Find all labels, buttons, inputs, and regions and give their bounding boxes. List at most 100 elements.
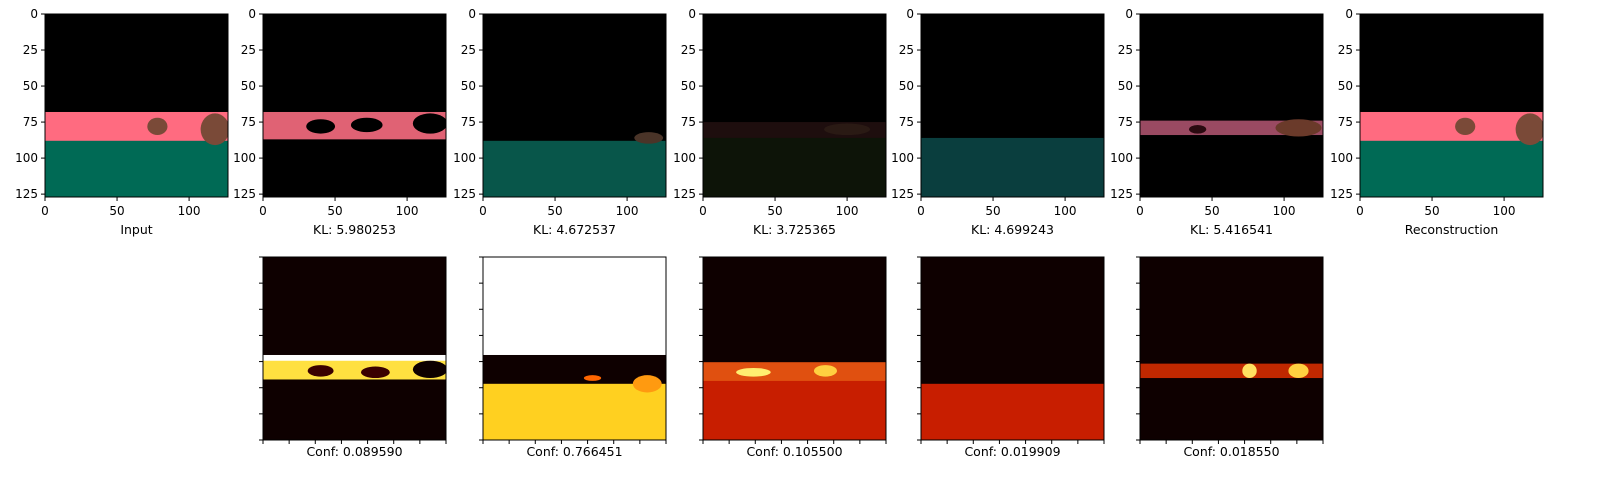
top-panel-0: 0 50 100 0 25 50 75 100 125 Input [15, 7, 229, 237]
top-image-5 [1140, 14, 1323, 197]
axes-frame [920, 13, 1105, 198]
top-caption: KL: 4.699243 [971, 222, 1054, 237]
image-band-0 [45, 14, 228, 113]
y-tick-label: 50 [681, 79, 696, 93]
image-band-0 [483, 14, 666, 142]
axes-frame [702, 13, 887, 198]
top-caption: Input [120, 222, 152, 237]
y-tick-label: 25 [1338, 43, 1353, 57]
axes-frame [262, 13, 447, 198]
image-band-0 [1360, 14, 1543, 113]
axes-frame [262, 256, 447, 441]
image-band-1 [483, 140, 666, 197]
x-tick-label: 100 [836, 204, 859, 218]
image-blob-0 [824, 123, 871, 136]
x-tick-label: 50 [767, 204, 782, 218]
image-blob-0 [1242, 363, 1257, 379]
image-band-0 [703, 14, 886, 123]
image-blob-1 [360, 366, 390, 379]
axes-frame [1139, 256, 1324, 441]
y-tick-label: 100 [673, 151, 696, 165]
bottom-caption: Conf: 0.089590 [306, 444, 402, 459]
x-tick-label: 0 [917, 204, 925, 218]
bottom-image-4 [1140, 257, 1323, 440]
image-band-0 [1140, 257, 1323, 365]
image-band-0 [483, 257, 666, 356]
y-tick-label: 50 [899, 79, 914, 93]
y-tick-label: 25 [241, 43, 256, 57]
x-tick-label: 0 [699, 204, 707, 218]
axes-frame [920, 256, 1105, 441]
y-tick-label: 0 [1345, 7, 1353, 21]
y-tick-label: 100 [891, 151, 914, 165]
y-tick-label: 25 [23, 43, 38, 57]
bottom-panel-1: Conf: 0.766451 [479, 256, 667, 459]
top-caption: Reconstruction [1405, 222, 1499, 237]
image-band-1 [921, 383, 1104, 440]
axes-frame [44, 13, 229, 198]
image-blob-1 [200, 113, 228, 146]
image-band-0 [921, 14, 1104, 139]
y-tick-label: 125 [15, 187, 38, 201]
image-band-1 [703, 362, 886, 382]
y-tick-label: 125 [1110, 187, 1133, 201]
image-blob-0 [307, 365, 334, 377]
top-image-0 [45, 14, 228, 197]
y-tick-label: 75 [241, 115, 256, 129]
bottom-image-3 [921, 257, 1104, 440]
y-tick-label: 125 [673, 187, 696, 201]
bottom-panel-2: Conf: 0.105500 [699, 256, 887, 459]
x-tick-label: 50 [109, 204, 124, 218]
axes-frame [482, 13, 667, 198]
image-blob-2 [412, 113, 446, 134]
bottom-caption: Conf: 0.105500 [746, 444, 842, 459]
x-tick-label: 0 [259, 204, 267, 218]
image-blob-0 [1275, 119, 1322, 137]
x-tick-label: 50 [547, 204, 562, 218]
image-band-0 [263, 257, 446, 356]
axes-frame [1139, 13, 1324, 198]
image-blob-0 [147, 117, 168, 136]
image-band-1 [921, 137, 1104, 197]
image-blob-1 [583, 375, 602, 381]
x-tick-label: 100 [1493, 204, 1516, 218]
top-image-1 [263, 14, 446, 197]
y-tick-label: 25 [1118, 43, 1133, 57]
image-blob-0 [736, 367, 771, 377]
y-tick-label: 0 [30, 7, 38, 21]
image-blob-0 [1455, 117, 1476, 136]
image-band-2 [45, 140, 228, 197]
image-blob-0 [306, 119, 336, 134]
y-tick-label: 125 [1330, 187, 1353, 201]
image-band-2 [703, 137, 886, 197]
axes-frame [482, 256, 667, 441]
x-tick-label: 50 [985, 204, 1000, 218]
image-band-0 [1140, 14, 1323, 122]
image-blob-0 [634, 132, 664, 144]
bottom-caption: Conf: 0.766451 [526, 444, 622, 459]
image-band-2 [263, 360, 446, 380]
top-caption: KL: 4.672537 [533, 222, 616, 237]
y-tick-label: 50 [241, 79, 256, 93]
top-caption: KL: 5.980253 [313, 222, 396, 237]
y-tick-label: 75 [1118, 115, 1133, 129]
top-panel-3: 0 50 100 0 25 50 75 100 125 KL: 3.725365 [673, 7, 887, 237]
image-blob-1 [813, 365, 838, 377]
image-band-0 [263, 14, 446, 113]
y-tick-label: 75 [461, 115, 476, 129]
bottom-caption: Conf: 0.019909 [964, 444, 1060, 459]
image-band-2 [1360, 140, 1543, 197]
image-band-2 [263, 139, 446, 197]
y-tick-label: 0 [248, 7, 256, 21]
y-tick-label: 125 [233, 187, 256, 201]
top-image-4 [921, 14, 1104, 197]
y-tick-label: 50 [1338, 79, 1353, 93]
x-tick-label: 100 [1273, 204, 1296, 218]
x-tick-label: 0 [1356, 204, 1364, 218]
image-band-2 [703, 380, 886, 440]
image-band-1 [1140, 120, 1323, 136]
top-caption: KL: 3.725365 [753, 222, 836, 237]
bottom-image-0 [263, 257, 446, 440]
x-tick-label: 0 [479, 204, 487, 218]
